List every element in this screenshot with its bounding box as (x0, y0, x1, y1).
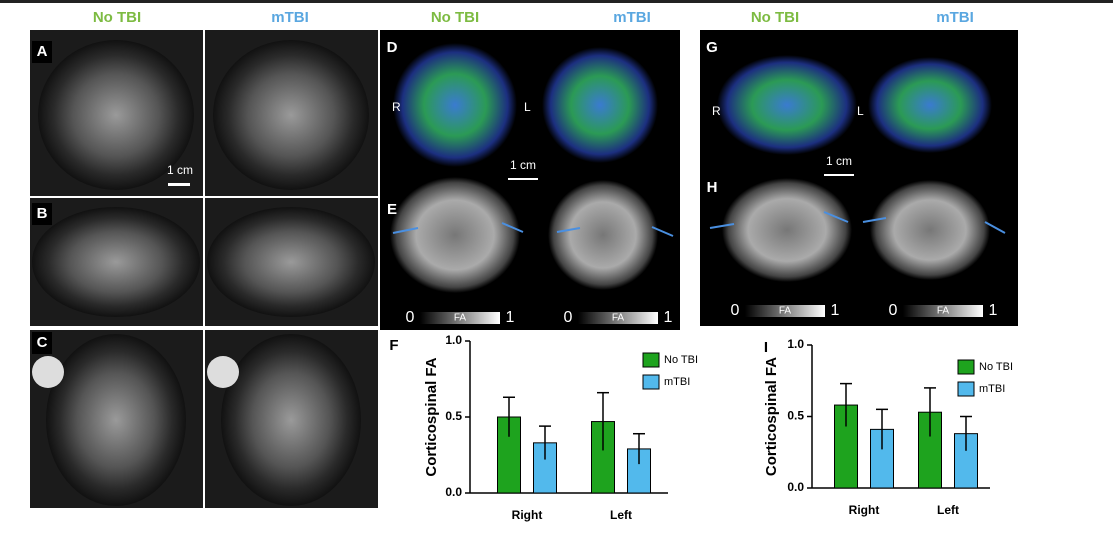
colorbar-max: 1 (506, 309, 515, 326)
panel-label: H (707, 179, 718, 196)
column-header: mTBI (936, 9, 974, 26)
colorbar (578, 312, 658, 324)
colorbar-min: 0 (889, 302, 898, 319)
eye (32, 356, 64, 388)
arrows (392, 211, 1006, 237)
scale-bar-label: 1 cm (826, 154, 852, 168)
x-tick-label: Right (512, 508, 543, 522)
brain (221, 334, 361, 506)
orientation-label: R (712, 104, 721, 118)
brain (213, 40, 369, 190)
colorbar-min: 0 (731, 302, 740, 319)
colorbar-label: FA (937, 306, 950, 317)
y-axis-label: Corticospinal FA (763, 357, 780, 476)
panel-label-box (32, 203, 52, 225)
colorbar (903, 305, 983, 317)
y-tick-label: 1.0 (445, 333, 462, 347)
orientation-label: R (392, 100, 401, 114)
scale-bar (508, 178, 538, 180)
column-header: mTBI (613, 9, 651, 26)
legend-swatch (642, 352, 660, 368)
colorbar-label: FA (454, 313, 467, 324)
brain (868, 57, 992, 153)
brain (393, 43, 517, 167)
column-header: No TBI (431, 9, 479, 26)
orientation-label: L (524, 100, 531, 114)
colorbar (745, 305, 825, 317)
panel-label: G (706, 39, 718, 56)
legend-label: No TBI (979, 361, 1013, 373)
column-header: No TBI (93, 9, 141, 26)
brain (542, 47, 658, 163)
scale-bar-label: 1 cm (510, 158, 536, 172)
eye (207, 356, 239, 388)
colorbar-min: 0 (564, 309, 573, 326)
legend-label: mTBI (979, 383, 1005, 395)
orientation-label: L (857, 104, 864, 118)
panel-label: I (764, 339, 768, 356)
x-tick-label: Left (610, 508, 632, 522)
panel-label-box (32, 332, 52, 354)
y-tick-label: 0.5 (787, 409, 804, 423)
brain (32, 207, 200, 317)
column-header: No TBI (751, 9, 799, 26)
brain (548, 180, 658, 290)
legend-swatch (957, 381, 975, 397)
y-tick-label: 0.0 (445, 485, 462, 499)
colorbar-max: 1 (989, 302, 998, 319)
colorbar-label: FA (779, 306, 792, 317)
colorbar-max: 1 (664, 309, 673, 326)
brain (722, 178, 852, 282)
top-rule (0, 0, 1113, 3)
scale-bar-label: 1 cm (167, 163, 193, 177)
y-axis-label: Corticospinal FA (423, 357, 440, 476)
brain (390, 177, 520, 293)
panel-label: D (387, 39, 398, 56)
panel-label: F (389, 337, 398, 354)
legend-swatch (957, 359, 975, 375)
legend-label: mTBI (664, 376, 690, 388)
scale-bar (824, 174, 854, 176)
panel-label: E (387, 201, 397, 218)
colorbar (420, 312, 500, 324)
x-tick-label: Left (937, 503, 959, 517)
panel-label-box (32, 41, 52, 63)
colorbar-label: FA (612, 313, 625, 324)
brain (717, 55, 857, 155)
legend-swatch (642, 374, 660, 390)
y-tick-label: 0.0 (787, 480, 804, 494)
colorbar-max: 1 (831, 302, 840, 319)
panel-label: C (37, 334, 48, 351)
brain (46, 334, 186, 506)
scale-bar (168, 183, 190, 186)
panel-label: A (37, 43, 48, 60)
brain (38, 40, 194, 190)
brain (207, 207, 375, 317)
y-tick-label: 0.5 (445, 409, 462, 423)
x-tick-label: Right (849, 503, 880, 517)
colorbar-min: 0 (406, 309, 415, 326)
legend-label: No TBI (664, 354, 698, 366)
panel-label: B (37, 205, 48, 222)
y-tick-label: 1.0 (787, 337, 804, 351)
brain (870, 180, 990, 280)
column-header: mTBI (271, 9, 309, 26)
